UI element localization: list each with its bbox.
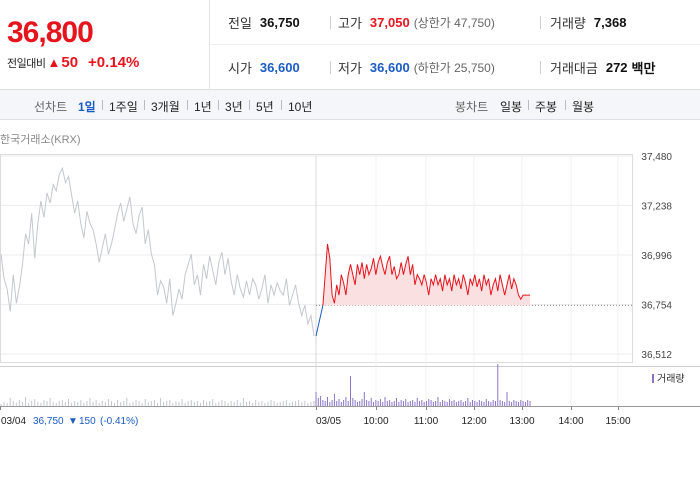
volume-legend-label: 거래량 bbox=[657, 373, 685, 385]
candle-monthly[interactable]: 월봉 bbox=[572, 100, 595, 114]
low-value: 36,600 bbox=[369, 60, 410, 75]
divider bbox=[540, 61, 541, 74]
amount-value: 272 bbox=[605, 60, 628, 75]
low-stat: 저가 36,600 (하한가 25,750) bbox=[338, 58, 495, 77]
chart-toolbar: 선차트 1일 1주일 3개월 1년 3년 5년 10년 봉차트 일봉 주봉 월봉 bbox=[0, 90, 700, 120]
y-tick-label: 36,512 bbox=[641, 350, 672, 361]
volume-label: 거래량 bbox=[550, 15, 586, 31]
prev-change-info: 150 bbox=[79, 416, 96, 427]
divider bbox=[565, 100, 566, 110]
change-percent: +0.14% bbox=[88, 54, 140, 71]
price-series bbox=[0, 166, 530, 337]
low-label: 저가 bbox=[338, 61, 362, 76]
x-tick-label: 03/04 bbox=[1, 416, 26, 427]
y-axis-labels: 37,480 37,238 36,996 36,754 36,512 bbox=[641, 152, 672, 361]
x-tick-label: 11:00 bbox=[414, 416, 439, 427]
divider bbox=[187, 100, 188, 110]
x-tick-label: 03/05 bbox=[316, 416, 341, 427]
amount-stat: 거래대금 272 백만 bbox=[550, 58, 655, 77]
volume-bars bbox=[0, 364, 531, 406]
prev-pct-info: (-0.41%) bbox=[100, 416, 138, 427]
divider bbox=[330, 61, 331, 74]
prev-close-stat: 전일 36,750 bbox=[228, 13, 300, 32]
divider bbox=[144, 100, 145, 110]
high-label: 고가 bbox=[338, 15, 362, 31]
prev-close-value: 36,750 bbox=[259, 14, 300, 30]
amount-unit: 백만 bbox=[631, 61, 656, 76]
x-tick-label: 15:00 bbox=[605, 416, 630, 427]
period-3y[interactable]: 3년 bbox=[225, 100, 243, 114]
price-fill-area bbox=[316, 243, 530, 306]
prev-close-info: 36,750 bbox=[33, 416, 64, 427]
x-tick-label: 10:00 bbox=[363, 416, 388, 427]
stat-row-1: 전일 36,750 고가 37,050 (상한가 47,750) 거래량 7,3… bbox=[210, 0, 700, 45]
change-value: 50 bbox=[61, 54, 79, 71]
period-1d[interactable]: 1일 bbox=[78, 100, 96, 114]
amount-label: 거래대금 bbox=[550, 61, 598, 76]
divider bbox=[281, 100, 282, 110]
today-line-segment bbox=[322, 243, 530, 306]
x-axis-labels: 03/04 03/05 10:00 11:00 12:00 13:00 14:00 15:00 bbox=[0, 406, 631, 427]
period-1y[interactable]: 1년 bbox=[194, 100, 212, 114]
stat-row-2: 시가 36,600 저가 36,600 (하한가 25,750) 거래대금 27… bbox=[210, 45, 700, 90]
volume-stat: 거래량 7,368 bbox=[550, 13, 626, 32]
high-value: 37,050 bbox=[369, 14, 410, 30]
current-price: 36,800 bbox=[7, 16, 94, 49]
candle-weekly[interactable]: 주봉 bbox=[535, 100, 558, 114]
y-tick-label: 36,754 bbox=[641, 301, 672, 312]
upper-limit: (상한가 47,750) bbox=[413, 15, 495, 30]
y-tick-label: 36,996 bbox=[641, 251, 672, 262]
open-value: 36,600 bbox=[259, 60, 300, 75]
down-arrow-icon: ▼ bbox=[68, 416, 78, 427]
up-arrow-icon: ▲ bbox=[47, 55, 61, 70]
price-change: 전일대비 ▲ 50 +0.14% bbox=[7, 54, 139, 71]
volume-legend-swatch bbox=[652, 374, 654, 383]
period-3m[interactable]: 3개월 bbox=[151, 100, 180, 114]
divider bbox=[249, 100, 250, 110]
prev-day-line bbox=[0, 166, 315, 337]
period-5y[interactable]: 5년 bbox=[256, 100, 274, 114]
open-stat: 시가 36,600 bbox=[228, 58, 300, 77]
period-1w[interactable]: 1주일 bbox=[109, 100, 138, 114]
price-chart[interactable]: 37,480 37,238 36,996 36,754 36,512 거래량 03/04… bbox=[0, 140, 700, 430]
candle-chart-label: 봉차트 bbox=[455, 100, 489, 114]
divider bbox=[218, 100, 219, 110]
y-tick-label: 37,480 bbox=[641, 152, 672, 163]
divider bbox=[528, 100, 529, 110]
high-stat: 고가 37,050 (상한가 47,750) bbox=[338, 13, 495, 32]
today-line-segment bbox=[315, 305, 324, 337]
lower-limit: (하한가 25,750) bbox=[413, 61, 495, 75]
line-chart-label: 선차트 bbox=[34, 100, 68, 114]
candle-daily[interactable]: 일봉 bbox=[500, 100, 523, 114]
x-tick-label: 13:00 bbox=[509, 416, 534, 427]
open-label: 시가 bbox=[228, 61, 252, 76]
divider bbox=[540, 16, 541, 29]
x-tick-label: 14:00 bbox=[558, 416, 583, 427]
prev-close-label: 전일 bbox=[228, 15, 252, 31]
divider bbox=[102, 100, 103, 110]
y-tick-label: 37,238 bbox=[641, 202, 672, 213]
volume-value: 7,368 bbox=[593, 14, 627, 30]
divider bbox=[330, 16, 331, 29]
change-label: 전일대비 bbox=[7, 57, 46, 70]
x-tick-label: 12:00 bbox=[461, 416, 486, 427]
stock-summary-panel: 36,800 전일대비 ▲ 50 +0.14% 전일 36,750 고가 37,… bbox=[0, 0, 700, 90]
period-10y[interactable]: 10년 bbox=[288, 100, 313, 114]
data-source-label: 한국거래소(KRX) bbox=[0, 134, 81, 146]
current-price-box: 36,800 전일대비 ▲ 50 +0.14% bbox=[0, 0, 210, 90]
